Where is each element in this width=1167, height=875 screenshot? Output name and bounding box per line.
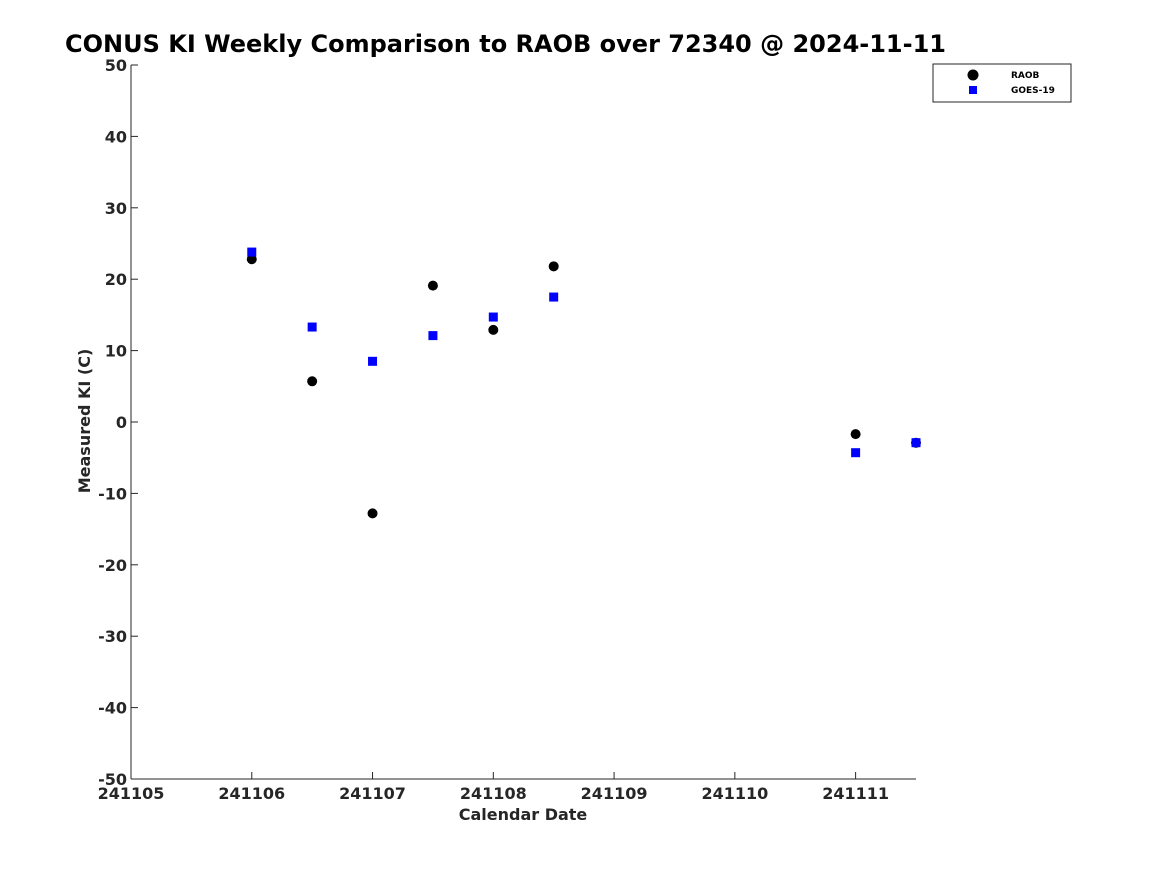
x-tick-label: 241105 xyxy=(98,784,165,803)
y-tick-label: -20 xyxy=(98,556,127,575)
data-point-raob xyxy=(488,324,499,335)
y-tick-label: 40 xyxy=(105,127,127,146)
x-tick-label: 241108 xyxy=(460,784,527,803)
data-point-goes-19 xyxy=(911,438,921,448)
y-tick-label: 10 xyxy=(105,342,127,361)
y-tick-label: -10 xyxy=(98,484,127,503)
y-tick-label: 50 xyxy=(105,56,127,75)
data-point-raob xyxy=(307,376,318,387)
chart-title: CONUS KI Weekly Comparison to RAOB over … xyxy=(65,30,946,58)
y-tick-label: -40 xyxy=(98,699,127,718)
y-tick-label: 30 xyxy=(105,199,127,218)
data-point-goes-19 xyxy=(368,356,378,366)
y-tick-label: 20 xyxy=(105,270,127,289)
x-tick-label: 241107 xyxy=(339,784,406,803)
series-goes-19 xyxy=(247,247,921,458)
data-marks xyxy=(246,247,921,519)
legend-label: RAOB xyxy=(1011,71,1040,81)
y-tick-label: 0 xyxy=(116,413,127,432)
y-tick-label: -30 xyxy=(98,627,127,646)
x-axis-label: Calendar Date xyxy=(459,805,588,824)
data-point-raob xyxy=(548,261,559,272)
x-tick-label: 241110 xyxy=(701,784,768,803)
data-point-raob xyxy=(246,254,257,265)
x-tick-label: 241106 xyxy=(218,784,285,803)
data-point-goes-19 xyxy=(851,448,861,458)
data-point-goes-19 xyxy=(247,247,257,257)
x-tick-label: 241111 xyxy=(822,784,889,803)
legend-marker-goes-19 xyxy=(969,86,977,94)
series-raob xyxy=(246,254,921,519)
data-point-raob xyxy=(850,429,861,440)
data-point-goes-19 xyxy=(307,322,317,332)
legend: RAOB GOES-19 xyxy=(932,63,1072,103)
data-point-goes-19 xyxy=(428,331,438,341)
legend-label: GOES-19 xyxy=(1011,86,1055,96)
data-point-raob xyxy=(367,508,378,519)
y-tick-label: -50 xyxy=(98,770,127,789)
data-point-goes-19 xyxy=(549,292,559,302)
data-point-raob xyxy=(427,280,438,291)
legend-box xyxy=(932,63,1072,103)
x-tick-label: 241109 xyxy=(581,784,648,803)
y-axis-label: Measured KI (C) xyxy=(75,349,94,494)
data-point-goes-19 xyxy=(488,312,498,322)
legend-marker-raob xyxy=(967,69,979,81)
